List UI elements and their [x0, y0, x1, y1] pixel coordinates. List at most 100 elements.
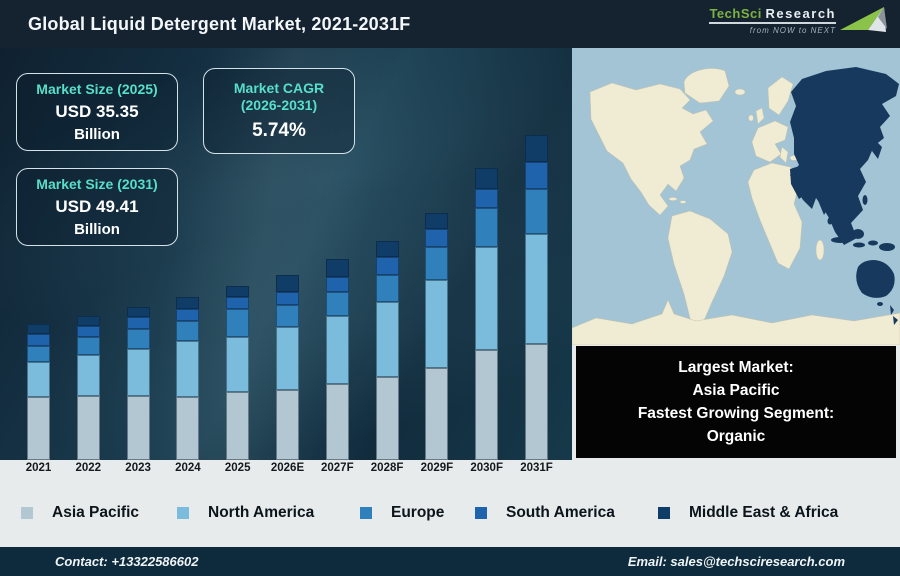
- bar-segment-south-america-2021: [27, 334, 50, 346]
- stacked-bar-2025: [226, 286, 250, 460]
- callout-line-3: Fastest Growing Segment:: [637, 405, 835, 422]
- x-axis-label-2022: 2022: [75, 462, 102, 474]
- market-size-2031-box: Market Size (2031) USD 49.41 Billion: [16, 168, 178, 246]
- market-size-2031-value: USD 49.41: [55, 197, 139, 217]
- stacked-bar-2022: [76, 316, 100, 460]
- legend-item-middle-east-africa: Middle East & Africa: [658, 504, 838, 522]
- bar-segment-north-america-2029F: [425, 280, 449, 368]
- stacked-bar-2029F: [425, 213, 449, 460]
- bar-segment-south-america-2023: [126, 317, 150, 329]
- bar-segment-asia-pacific-2025: [226, 392, 250, 460]
- stacked-bar-2021: [27, 324, 50, 460]
- x-axis-label-2028F: 2028F: [370, 462, 404, 474]
- bar-segment-south-america-2025: [226, 297, 250, 309]
- stacked-bar-2023: [126, 307, 150, 460]
- x-axis-label-2023: 2023: [125, 462, 151, 474]
- bar-segment-north-america-2025: [226, 337, 250, 392]
- bar-segment-north-america-2028F: [375, 302, 399, 377]
- bar-segment-asia-pacific-2021: [27, 397, 50, 460]
- footer-email: Email: sales@techsciresearch.com: [627, 554, 845, 569]
- bar-segment-asia-pacific-2030F: [475, 350, 499, 460]
- market-size-2031-unit: Billion: [74, 221, 120, 239]
- bar-segment-europe-2030F: [475, 208, 499, 247]
- bar-segment-europe-2021: [27, 346, 50, 362]
- market-cagr-title: Market CAGR: [233, 80, 325, 97]
- bar-segment-asia-pacific-2028F: [375, 377, 399, 460]
- bar-segment-north-america-2024: [176, 341, 200, 397]
- bar-segment-asia-pacific-2023: [126, 396, 150, 460]
- x-axis-label-2027F: 2027F: [320, 462, 354, 474]
- x-axis-label-2026E: 2026E: [270, 462, 305, 474]
- largest-market-callout: Largest Market: Asia Pacific Fastest Gro…: [576, 346, 896, 458]
- bar-segment-asia-pacific-2026E: [276, 390, 299, 460]
- bar-segment-europe-2029F: [425, 247, 449, 280]
- legend-item-north-america: North America: [177, 504, 314, 522]
- bar-segment-middle-east-africa-2026E: [276, 275, 299, 292]
- market-cagr-title-line2: (2026-2031): [240, 96, 318, 113]
- bar-segment-south-america-2029F: [425, 229, 449, 247]
- bar-segment-south-america-2031F: [525, 162, 548, 189]
- header-bar: Global Liquid Detergent Market, 2021-203…: [0, 0, 900, 48]
- bar-segment-south-america-2026E: [276, 292, 299, 305]
- stacked-bar-2028F: [375, 241, 399, 460]
- logo-arrow-icon: [840, 7, 887, 32]
- axis-and-legend-area: 2021 2022 2023 2024 2025 2026E 2027F 2028F 2029F…: [0, 458, 900, 547]
- bar-segment-europe-2026E: [276, 305, 299, 327]
- bar-segment-middle-east-africa-2029F: [425, 213, 449, 229]
- bar-segment-north-america-2023: [126, 349, 150, 396]
- bar-segment-asia-pacific-2029F: [425, 368, 449, 460]
- bar-segment-europe-2023: [126, 329, 150, 349]
- bar-segment-north-america-2027F: [325, 316, 349, 384]
- market-size-2031-title: Market Size (2031): [36, 175, 158, 192]
- stacked-bar-2031F: [525, 135, 548, 460]
- market-size-2025-box: Market Size (2025) USD 35.35 Billion: [16, 73, 178, 151]
- world-map-svg: [571, 48, 900, 346]
- bar-segment-middle-east-africa-2027F: [325, 259, 349, 277]
- x-axis-label-2021: 2021: [25, 462, 52, 474]
- callout-line-2: Asia Pacific: [692, 382, 780, 399]
- bar-segment-asia-pacific-2031F: [525, 344, 548, 460]
- legend-item-asia-pacific: Asia Pacific: [21, 504, 139, 522]
- bar-segment-asia-pacific-2027F: [325, 384, 349, 460]
- legend-swatch-south-america: [475, 507, 487, 519]
- bar-segment-north-america-2021: [27, 362, 50, 397]
- stacked-bar-2026E: [276, 275, 299, 460]
- bar-segment-south-america-2028F: [375, 257, 399, 275]
- stacked-bar-2027F: [325, 259, 349, 460]
- x-axis-label-2029F: 2029F: [420, 462, 454, 474]
- logo-part2: Research: [765, 5, 836, 21]
- callout-line-1: Largest Market:: [678, 359, 794, 376]
- bar-segment-europe-2025: [226, 309, 250, 337]
- bar-segment-middle-east-africa-2030F: [475, 168, 499, 189]
- bar-segment-north-america-2030F: [475, 247, 499, 350]
- legend-item-europe: Europe: [360, 504, 444, 522]
- legend-label-south-america: South America: [506, 504, 615, 521]
- footer-contact: Contact: +13322586602: [55, 554, 199, 569]
- legend-item-south-america: South America: [475, 504, 615, 522]
- legend-label-asia-pacific: Asia Pacific: [52, 504, 140, 521]
- legend-swatch-north-america: [177, 507, 189, 519]
- bar-segment-north-america-2026E: [276, 327, 299, 390]
- bar-segment-middle-east-africa-2031F: [525, 135, 548, 162]
- logo-tagline: from NOW to NEXT: [749, 25, 836, 35]
- logo-part1: TechSci: [709, 5, 762, 21]
- market-cagr-value: 5.74%: [252, 119, 306, 141]
- legend-label-europe: Europe: [391, 504, 445, 521]
- stacked-bar-2030F: [475, 168, 499, 460]
- market-size-2025-value: USD 35.35: [55, 102, 139, 122]
- bar-segment-asia-pacific-2024: [176, 397, 200, 460]
- bar-segment-north-america-2022: [76, 355, 100, 396]
- x-axis-label-2024: 2024: [175, 462, 201, 474]
- bar-segment-europe-2024: [176, 321, 200, 341]
- bar-chart-panel: Market Size (2025) USD 35.35 Billion Mar…: [0, 48, 572, 460]
- bar-segment-europe-2031F: [525, 189, 548, 234]
- bar-segment-south-america-2022: [76, 326, 100, 337]
- legend-swatch-middle-east-africa: [658, 507, 670, 519]
- techsci-logo: TechSci Research from NOW to NEXT: [698, 5, 888, 43]
- bar-segment-asia-pacific-2022: [76, 396, 100, 460]
- bar-segment-middle-east-africa-2025: [226, 286, 250, 297]
- bar-segment-middle-east-africa-2022: [76, 316, 100, 326]
- x-axis-label-2031F: 2031F: [520, 462, 553, 474]
- bar-segment-north-america-2031F: [525, 234, 548, 344]
